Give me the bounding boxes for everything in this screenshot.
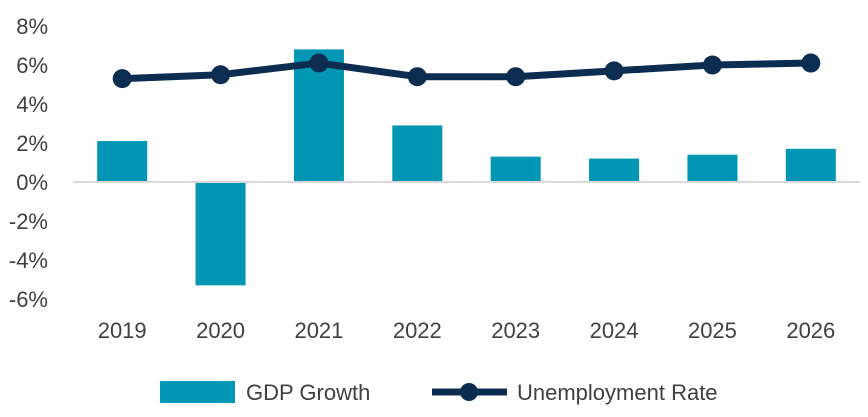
gdp-bar-2020 bbox=[195, 182, 246, 286]
legend-gdp-growth-label: GDP Growth bbox=[246, 380, 370, 405]
chart-legend: GDP Growth Unemployment Rate bbox=[160, 380, 718, 405]
y-tick-label: -2% bbox=[9, 209, 48, 234]
x-tick-label-2022: 2022 bbox=[393, 318, 442, 343]
x-tick-label-2023: 2023 bbox=[491, 318, 540, 343]
legend-unemployment-rate-marker bbox=[460, 383, 478, 401]
gdp-bar-2022 bbox=[392, 125, 443, 182]
gdp-bar-2023 bbox=[490, 156, 541, 182]
unemployment-point-2023 bbox=[506, 67, 526, 87]
x-tick-label-2026: 2026 bbox=[786, 318, 835, 343]
y-tick-label: 6% bbox=[16, 53, 48, 78]
gdp-bar-2026 bbox=[785, 148, 836, 182]
unemployment-point-2020 bbox=[211, 65, 231, 85]
x-tick-label-2020: 2020 bbox=[196, 318, 245, 343]
gdp-bar-2019 bbox=[97, 141, 148, 182]
unemployment-rate-line bbox=[122, 59, 811, 83]
legend-gdp-growth-swatch bbox=[160, 381, 235, 403]
y-axis-tick-labels: 8% 6% 4% 2% 0% -2% -4% -6% bbox=[9, 14, 48, 312]
unemployment-point-2022 bbox=[407, 67, 427, 87]
legend-unemployment-rate-label: Unemployment Rate bbox=[517, 380, 718, 405]
y-tick-label: -6% bbox=[9, 287, 48, 312]
unemployment-point-2024 bbox=[604, 61, 624, 81]
gdp-growth-bars bbox=[97, 49, 836, 286]
y-tick-label: 2% bbox=[16, 131, 48, 156]
x-axis-tick-labels: 2019 2020 2021 2022 2023 2024 2025 2026 bbox=[98, 318, 836, 343]
y-tick-label: -4% bbox=[9, 248, 48, 273]
y-tick-label: 8% bbox=[16, 14, 48, 39]
gdp-bar-2025 bbox=[687, 154, 738, 182]
unemployment-rate-series bbox=[112, 53, 821, 89]
y-tick-label: 0% bbox=[16, 170, 48, 195]
unemployment-point-2021 bbox=[309, 53, 329, 73]
x-tick-label-2025: 2025 bbox=[688, 318, 737, 343]
gdp-bar-2024 bbox=[589, 158, 640, 182]
y-tick-label: 4% bbox=[16, 92, 48, 117]
x-tick-label-2024: 2024 bbox=[590, 318, 639, 343]
unemployment-point-2026 bbox=[801, 53, 821, 73]
x-tick-label-2021: 2021 bbox=[294, 318, 343, 343]
unemployment-point-2019 bbox=[112, 69, 132, 89]
x-tick-label-2019: 2019 bbox=[98, 318, 147, 343]
unemployment-point-2025 bbox=[702, 55, 722, 75]
